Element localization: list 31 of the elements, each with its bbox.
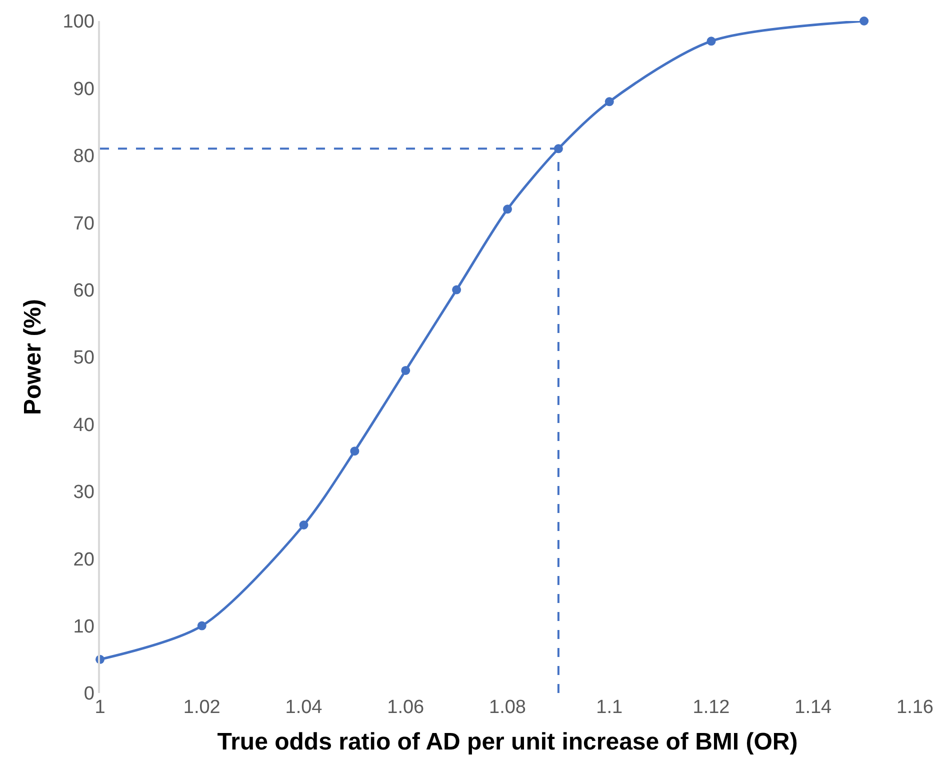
y-tick-label: 30 bbox=[73, 482, 94, 504]
x-tick-label: 1.16 bbox=[896, 697, 934, 718]
point bbox=[401, 366, 410, 375]
x-tick-label: 1.14 bbox=[794, 697, 832, 718]
y-tick-label: 80 bbox=[73, 146, 94, 168]
point bbox=[299, 520, 308, 530]
y-tick-label: 40 bbox=[73, 414, 94, 436]
point bbox=[197, 621, 206, 630]
point bbox=[452, 285, 462, 294]
y-tick-label: 100 bbox=[62, 12, 94, 33]
y-axis-title: Power (%) bbox=[19, 298, 46, 416]
y-tick-label: 20 bbox=[73, 549, 94, 570]
y-tick-label: 50 bbox=[73, 348, 94, 369]
x-tick-label: 1.08 bbox=[489, 697, 526, 718]
x-tick-label: 1 bbox=[94, 697, 106, 718]
x-tick-label: 1.1 bbox=[596, 697, 623, 718]
x-tick-label: 1.02 bbox=[183, 697, 220, 718]
point bbox=[604, 97, 614, 106]
point bbox=[706, 36, 716, 46]
y-tick-label: 60 bbox=[73, 280, 94, 302]
y-tick-label: 70 bbox=[73, 213, 94, 234]
y-tick-label: 90 bbox=[73, 78, 94, 100]
x-tick-label: 1.04 bbox=[285, 697, 323, 718]
x-tick-label: 1.12 bbox=[692, 697, 730, 718]
x-axis-title: True odds ratio of AD per unit increase of BMI (OR) bbox=[217, 728, 798, 756]
x-tick-label: 1.06 bbox=[387, 697, 424, 718]
point bbox=[350, 446, 360, 456]
point bbox=[503, 204, 512, 214]
y-tick-label: 0 bbox=[84, 684, 94, 705]
point bbox=[860, 16, 869, 26]
y-tick-label: 10 bbox=[73, 616, 94, 638]
